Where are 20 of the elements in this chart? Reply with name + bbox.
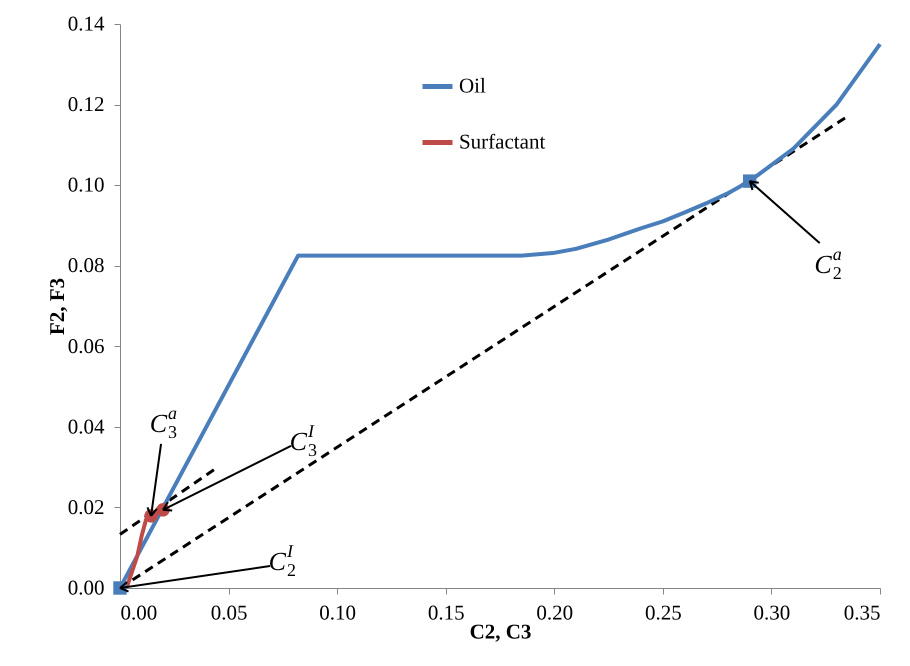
legend-label: Oil: [459, 74, 486, 98]
x-tick-label: 0.20: [536, 600, 574, 624]
x-tick-label: 0.25: [644, 600, 682, 624]
x-tick-label: 0.00: [120, 600, 158, 624]
x-tick-label: 0.10: [319, 600, 356, 624]
x-tick-label: 0.30: [754, 600, 790, 624]
y-tick-label: 0.12: [68, 92, 104, 116]
legend-label: Surfactant: [459, 130, 546, 154]
x-tick-label: 0.15: [428, 600, 465, 624]
y-tick-label: 0.14: [68, 12, 105, 36]
x-tick-label: 0.05: [210, 600, 248, 624]
y-axis-title: F2, F3: [44, 278, 69, 336]
y-tick-label: 0.10: [68, 172, 104, 197]
x-tick-label: 0.35: [844, 600, 880, 624]
x-axis-title: C2, C3: [470, 620, 532, 644]
y-tick-label: 0.06: [68, 334, 104, 358]
y-tick-label: 0.04: [68, 414, 105, 438]
y-tick-label: 0.08: [68, 253, 104, 278]
y-tick-label: 0.00: [68, 576, 104, 600]
y-tick-label: 0.02: [68, 494, 104, 519]
